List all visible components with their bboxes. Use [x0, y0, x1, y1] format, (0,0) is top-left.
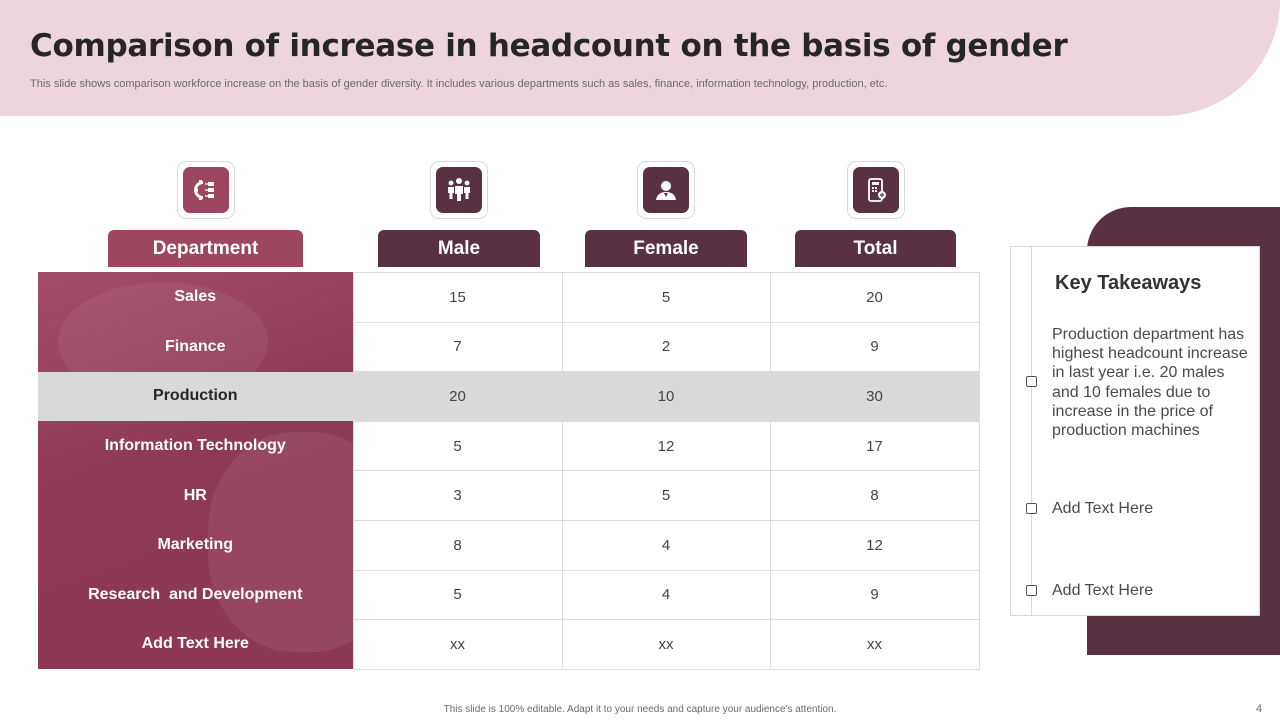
hierarchy-gear-icon: [183, 167, 229, 213]
page-title: Comparison of increase in headcount on t…: [30, 28, 1068, 64]
total-icon-frame: [847, 161, 905, 219]
female-cell: 4: [561, 519, 771, 571]
male-cell: 20: [352, 371, 563, 422]
table-row: Information Technology 5 12 17: [38, 420, 980, 472]
male-cell: 8: [352, 519, 563, 571]
department-cell: Marketing: [157, 536, 234, 554]
female-cell: 2: [561, 321, 771, 373]
table-row: Finance 7 2 9: [38, 321, 980, 373]
total-cell: 20: [769, 272, 980, 323]
female-cell: xx: [561, 619, 771, 670]
table-row-highlighted: Production 20 10 30: [38, 371, 980, 422]
department-cell: Sales: [174, 288, 217, 306]
takeaways-card: [1010, 246, 1260, 616]
group-people-icon: [436, 167, 482, 213]
female-cell: 12: [561, 420, 771, 472]
table-row: HR 3 5 8: [38, 470, 980, 521]
checkbox-bullet-icon: [1026, 376, 1037, 387]
page-number: 4: [1256, 703, 1263, 715]
female-cell: 5: [561, 272, 771, 323]
total-cell: 9: [769, 569, 980, 621]
table-row: Research and Development 5 4 9: [38, 569, 980, 621]
male-icon-frame: [430, 161, 488, 219]
checkbox-bullet-icon: [1026, 503, 1037, 514]
total-header: Total: [795, 230, 956, 267]
total-cell: 12: [769, 519, 980, 571]
department-header: Department: [108, 230, 303, 267]
headcount-table: Sales 15 5 20 Finance 7 2 9 Production 2…: [38, 272, 980, 670]
female-cell: 10: [561, 371, 771, 422]
footer-note: This slide is 100% editable. Adapt it to…: [443, 704, 837, 715]
total-cell: 30: [769, 371, 980, 422]
table-row: Add Text Here xx xx xx: [38, 619, 980, 670]
takeaway-item: Add Text Here: [1052, 500, 1154, 517]
takeaway-item: Production department has highest headco…: [1052, 326, 1248, 440]
male-cell: 15: [352, 272, 563, 323]
page-subtitle: This slide shows comparison workforce in…: [30, 78, 888, 90]
takeaways-divider: [1031, 246, 1032, 616]
department-cell: Finance: [165, 337, 226, 355]
total-cell: 17: [769, 420, 980, 472]
department-icon-frame: [177, 161, 235, 219]
male-cell: 5: [352, 569, 563, 621]
male-cell: 7: [352, 321, 563, 373]
female-header: Female: [585, 230, 747, 267]
department-cell: Add Text Here: [141, 635, 249, 653]
department-cell: Information Technology: [104, 437, 286, 455]
takeaway-item: Add Text Here: [1052, 582, 1154, 599]
male-cell: xx: [352, 619, 563, 670]
male-cell: 3: [352, 470, 563, 521]
person-id-icon: [643, 167, 689, 213]
table-row: Sales 15 5 20: [38, 272, 980, 323]
table-row: Marketing 8 4 12: [38, 519, 980, 571]
department-cell: Production: [38, 371, 353, 422]
male-cell: 5: [352, 420, 563, 472]
department-cell: Research and Development: [88, 585, 303, 603]
total-cell: 9: [769, 321, 980, 373]
female-cell: 5: [561, 470, 771, 521]
total-cell: 8: [769, 470, 980, 521]
checkbox-bullet-icon: [1026, 585, 1037, 596]
department-column-background: [38, 272, 353, 669]
mobile-calculator-icon: [853, 167, 899, 213]
female-cell: 4: [561, 569, 771, 621]
total-cell: xx: [769, 619, 980, 670]
department-cell: HR: [183, 486, 207, 504]
background-texture: [208, 432, 353, 652]
female-icon-frame: [637, 161, 695, 219]
header-band: [0, 0, 1280, 116]
takeaways-title: Key Takeaways: [1055, 272, 1202, 294]
male-header: Male: [378, 230, 540, 267]
